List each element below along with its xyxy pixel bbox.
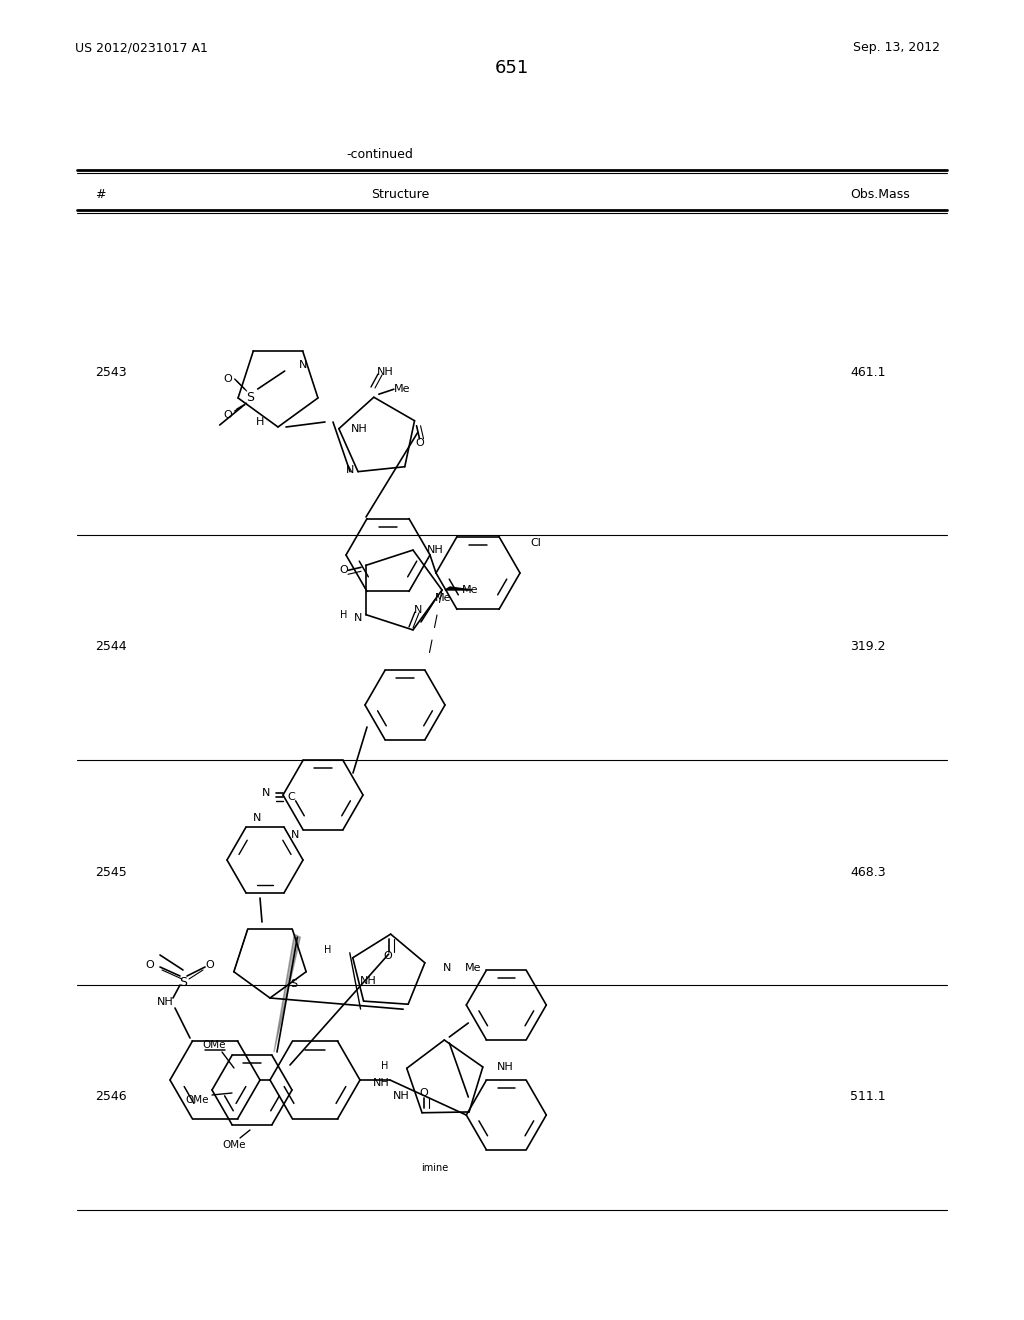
Text: US 2012/0231017 A1: US 2012/0231017 A1 — [75, 41, 208, 54]
Polygon shape — [445, 587, 472, 590]
Text: N: N — [346, 465, 354, 475]
Text: 2545: 2545 — [95, 866, 127, 879]
Text: O: O — [223, 374, 232, 384]
Text: NH: NH — [393, 1092, 411, 1101]
Text: O: O — [206, 960, 214, 970]
Text: N: N — [414, 605, 422, 615]
Text: H: H — [381, 1061, 388, 1072]
Text: O: O — [383, 952, 392, 961]
Text: Me: Me — [393, 384, 410, 395]
Text: OMe: OMe — [203, 1040, 225, 1049]
Text: Me: Me — [435, 593, 452, 603]
Text: Cl: Cl — [530, 539, 542, 548]
Text: OMe: OMe — [222, 1140, 246, 1150]
Text: 319.2: 319.2 — [850, 640, 886, 653]
Text: H: H — [256, 417, 264, 426]
Text: 461.1: 461.1 — [850, 366, 886, 379]
Text: NH: NH — [427, 545, 443, 554]
Text: OMe: OMe — [185, 1096, 209, 1105]
Text: Me: Me — [465, 962, 481, 973]
Text: Me: Me — [462, 585, 478, 595]
Text: NH: NH — [350, 424, 368, 434]
Text: H: H — [340, 610, 348, 619]
Text: O: O — [145, 960, 155, 970]
Text: S: S — [179, 975, 187, 989]
Text: N: N — [262, 788, 270, 799]
Text: S: S — [291, 978, 298, 989]
Text: N: N — [253, 813, 261, 822]
Text: N: N — [354, 612, 362, 623]
Text: O: O — [223, 411, 232, 420]
Text: #: # — [95, 189, 105, 202]
Text: N: N — [299, 360, 307, 370]
Text: NH: NH — [157, 997, 173, 1007]
Text: O: O — [340, 565, 348, 576]
Text: O: O — [415, 438, 424, 447]
Text: C: C — [288, 792, 295, 803]
Text: 2546: 2546 — [95, 1090, 127, 1104]
Text: 511.1: 511.1 — [850, 1090, 886, 1104]
Text: NH: NH — [497, 1063, 513, 1072]
Text: Obs.Mass: Obs.Mass — [850, 189, 909, 202]
Text: NH: NH — [377, 367, 393, 378]
Text: Sep. 13, 2012: Sep. 13, 2012 — [853, 41, 940, 54]
Text: O: O — [420, 1088, 428, 1098]
Text: 2543: 2543 — [95, 366, 127, 379]
Text: NH: NH — [374, 1078, 390, 1088]
Text: H: H — [324, 945, 332, 954]
Text: -continued: -continued — [346, 149, 414, 161]
Text: 2544: 2544 — [95, 640, 127, 653]
Text: N: N — [442, 962, 451, 973]
Text: imine: imine — [421, 1163, 449, 1173]
Text: 468.3: 468.3 — [850, 866, 886, 879]
Text: Structure: Structure — [371, 189, 429, 202]
Polygon shape — [274, 935, 300, 1052]
Text: N: N — [291, 830, 299, 840]
Text: 651: 651 — [495, 59, 529, 77]
Text: NH: NH — [360, 975, 377, 986]
Text: S: S — [246, 391, 254, 404]
